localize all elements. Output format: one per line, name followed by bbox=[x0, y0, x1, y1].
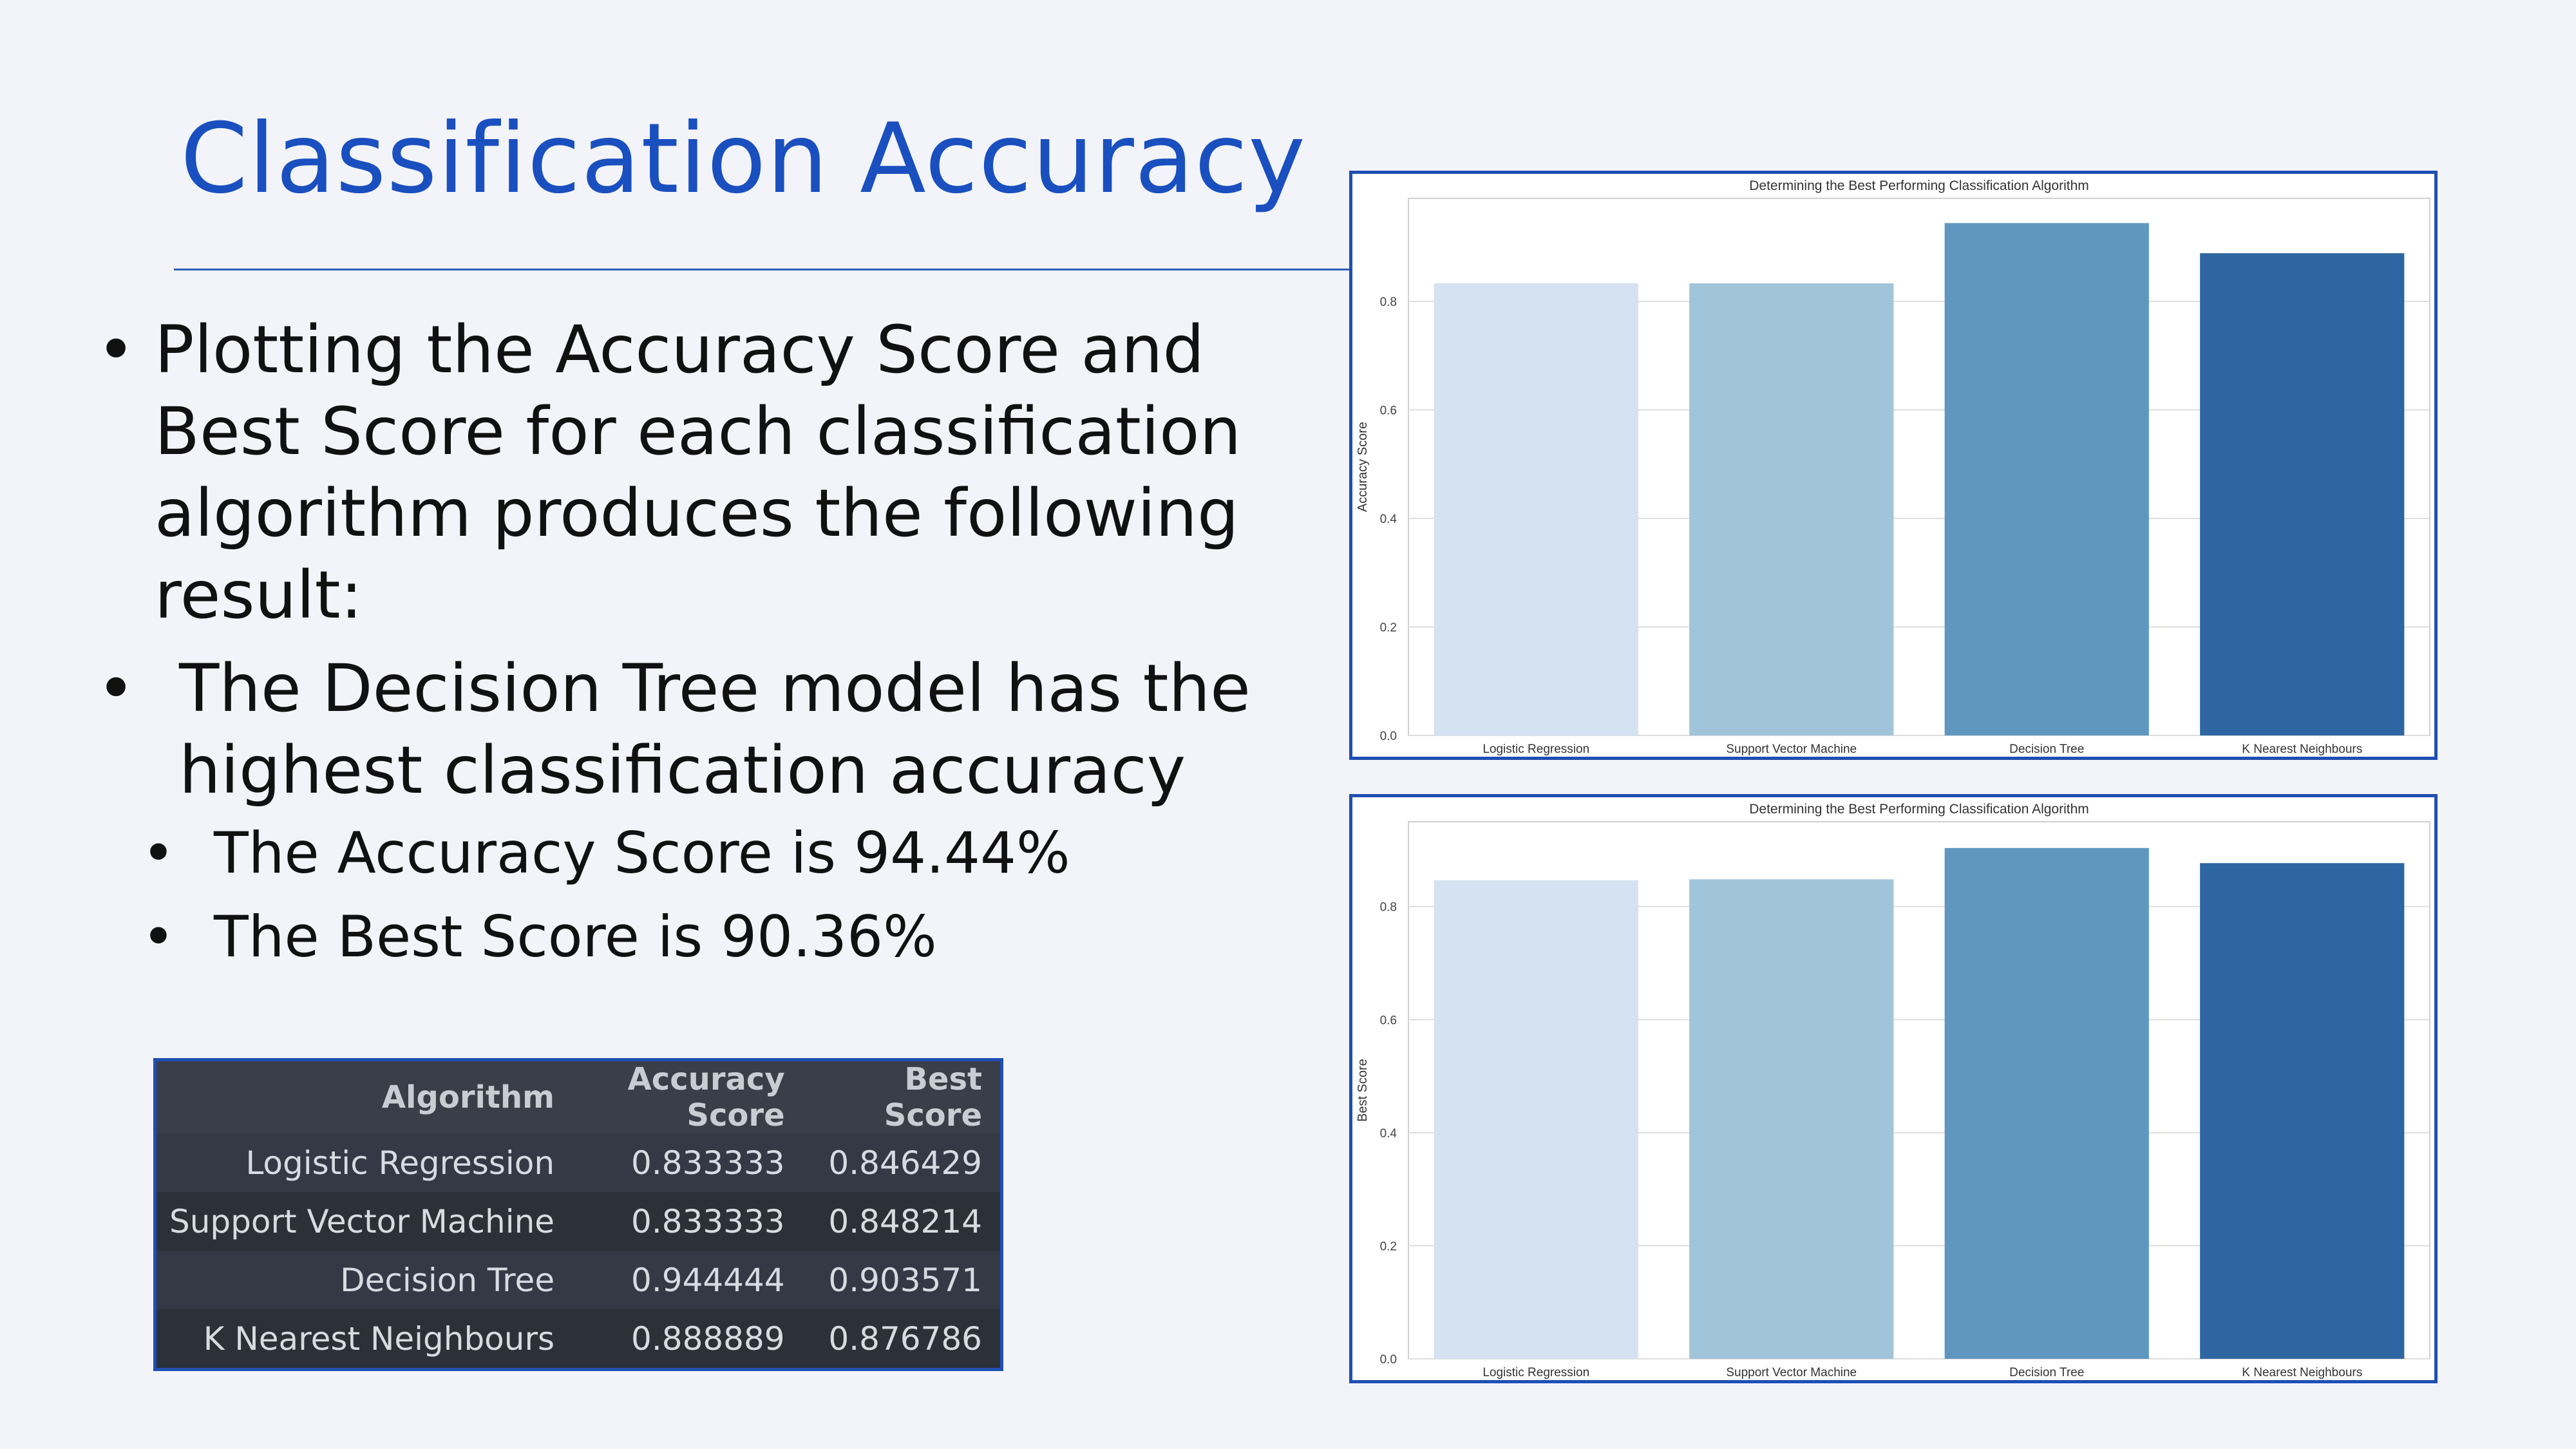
bullet-glyph: • bbox=[97, 650, 136, 727]
bar bbox=[2200, 253, 2405, 735]
sub-bullet-item: • The Best Score is 90.36% bbox=[142, 895, 1333, 979]
results-table: Algorithm Accuracy Score Best Score Logi… bbox=[153, 1058, 1003, 1371]
bar bbox=[1944, 848, 2149, 1359]
table-header-row: Algorithm Accuracy Score Best Score bbox=[155, 1059, 1002, 1133]
x-tick-label: Support Vector Machine bbox=[1726, 743, 1857, 756]
title-divider bbox=[174, 269, 1349, 270]
table-row: Logistic Regression 0.833333 0.846429 bbox=[155, 1133, 1002, 1192]
cell-best: 0.846429 bbox=[802, 1133, 1002, 1192]
header-best-score: Best Score bbox=[802, 1059, 1002, 1133]
table-row: K Nearest Neighbours 0.888889 0.876786 bbox=[155, 1309, 1002, 1370]
x-tick-label: K Nearest Neighbours bbox=[2242, 743, 2362, 756]
bar bbox=[1944, 223, 2149, 736]
cell-algorithm: K Nearest Neighbours bbox=[155, 1309, 573, 1370]
sub-bullet-text: The Accuracy Score is 94.44% bbox=[214, 820, 1070, 886]
bullet-text: Plotting the Accuracy Score and Best Sco… bbox=[155, 312, 1242, 634]
y-tick-label: 0.2 bbox=[1380, 621, 1397, 635]
cell-best: 0.848214 bbox=[802, 1192, 1002, 1251]
bullet-item: • The Decision Tree model has the highes… bbox=[97, 648, 1333, 811]
cell-accuracy: 0.833333 bbox=[573, 1133, 803, 1192]
cell-accuracy: 0.888889 bbox=[573, 1309, 803, 1370]
y-axis-label: Best Score bbox=[1356, 1059, 1370, 1122]
bar bbox=[1434, 283, 1638, 735]
y-tick-label: 0.0 bbox=[1380, 1353, 1397, 1367]
sub-bullet-item: • The Accuracy Score is 94.44% bbox=[142, 811, 1333, 895]
y-tick-label: 0.4 bbox=[1380, 513, 1397, 526]
accuracy-score-chart: Determining the Best Performing Classifi… bbox=[1349, 171, 2438, 760]
header-algorithm: Algorithm bbox=[155, 1059, 573, 1133]
best-score-chart-svg: Determining the Best Performing Classifi… bbox=[1356, 802, 2430, 1379]
y-tick-label: 0.2 bbox=[1380, 1240, 1397, 1253]
accuracy-score-chart-svg: Determining the Best Performing Classifi… bbox=[1356, 178, 2430, 756]
x-tick-label: K Nearest Neighbours bbox=[2242, 1366, 2362, 1379]
y-tick-label: 0.0 bbox=[1380, 730, 1397, 743]
sub-bullet-text: The Best Score is 90.36% bbox=[214, 904, 937, 970]
y-tick-label: 0.8 bbox=[1380, 296, 1397, 309]
cell-accuracy: 0.944444 bbox=[573, 1251, 803, 1309]
y-tick-label: 0.6 bbox=[1380, 404, 1397, 418]
cell-accuracy: 0.833333 bbox=[573, 1192, 803, 1251]
header-accuracy-score: Accuracy Score bbox=[573, 1059, 803, 1133]
y-tick-label: 0.6 bbox=[1380, 1014, 1397, 1027]
best-score-chart: Determining the Best Performing Classifi… bbox=[1349, 794, 2438, 1383]
bar bbox=[2200, 863, 2405, 1359]
cell-algorithm: Logistic Regression bbox=[155, 1133, 573, 1192]
x-tick-label: Decision Tree bbox=[2009, 1366, 2084, 1379]
x-tick-label: Logistic Regression bbox=[1482, 1366, 1589, 1379]
table-row: Decision Tree 0.944444 0.903571 bbox=[155, 1251, 1002, 1309]
bullet-text: The Decision Tree model has the highest … bbox=[179, 650, 1251, 809]
cell-best: 0.876786 bbox=[802, 1309, 1002, 1370]
cell-best: 0.903571 bbox=[802, 1251, 1002, 1309]
x-tick-label: Logistic Regression bbox=[1482, 743, 1589, 756]
cell-algorithm: Decision Tree bbox=[155, 1251, 573, 1309]
table-row: Support Vector Machine 0.833333 0.848214 bbox=[155, 1192, 1002, 1251]
x-tick-label: Support Vector Machine bbox=[1726, 1366, 1857, 1379]
slide-title: Classification Accuracy bbox=[180, 103, 1306, 215]
bullet-list: • Plotting the Accuracy Score and Best S… bbox=[97, 309, 1333, 979]
bullet-item: • Plotting the Accuracy Score and Best S… bbox=[97, 309, 1333, 636]
cell-algorithm: Support Vector Machine bbox=[155, 1192, 573, 1251]
chart-title: Determining the Best Performing Classifi… bbox=[1749, 802, 2089, 817]
bar bbox=[1434, 880, 1638, 1359]
y-tick-label: 0.8 bbox=[1380, 901, 1397, 914]
chart-title: Determining the Best Performing Classifi… bbox=[1749, 178, 2089, 193]
bullet-glyph: • bbox=[142, 820, 175, 886]
bullet-glyph: • bbox=[97, 312, 136, 388]
bar bbox=[1689, 879, 1894, 1359]
x-tick-label: Decision Tree bbox=[2009, 743, 2084, 756]
bar bbox=[1689, 283, 1894, 735]
y-axis-label: Accuracy Score bbox=[1356, 422, 1370, 512]
y-tick-label: 0.4 bbox=[1380, 1127, 1397, 1141]
bullet-glyph: • bbox=[142, 904, 175, 970]
